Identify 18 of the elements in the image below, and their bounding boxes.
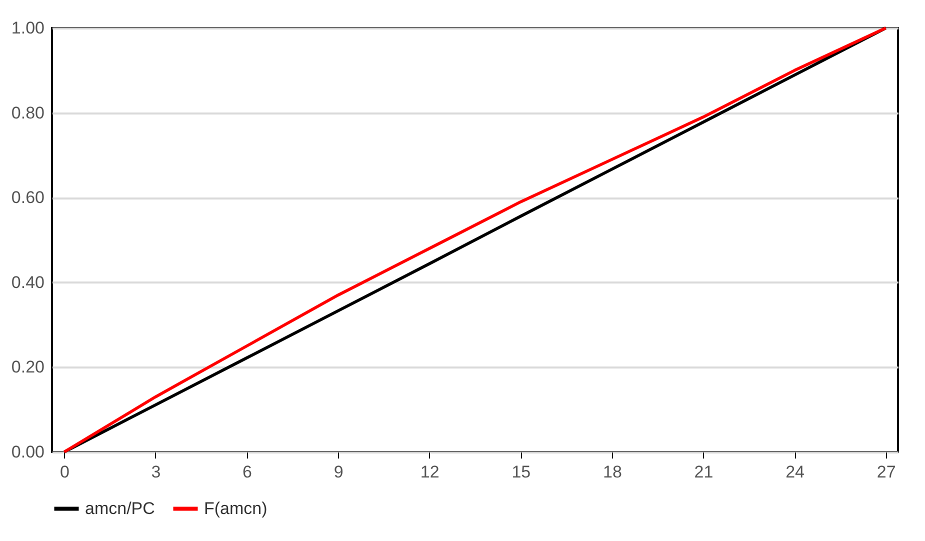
x-tick-label: 27 bbox=[876, 462, 896, 482]
y-tick-label: 0.20 bbox=[11, 358, 44, 377]
legend-label: amcn/PC bbox=[85, 498, 155, 518]
y-tick-label: 0.80 bbox=[11, 103, 44, 122]
x-tick-label: 12 bbox=[420, 462, 440, 482]
x-tick-label: 6 bbox=[242, 462, 252, 482]
y-tick-label: 1.00 bbox=[11, 18, 44, 38]
y-tick-label: 0.60 bbox=[11, 188, 44, 208]
y-tick-label: 0.40 bbox=[11, 272, 44, 292]
x-tick-label: 9 bbox=[334, 462, 344, 482]
x-tick-label: 24 bbox=[786, 462, 804, 482]
x-tick-label: 15 bbox=[512, 462, 531, 482]
x-tick-label: 3 bbox=[151, 462, 161, 482]
x-tick-label: 0 bbox=[60, 462, 70, 482]
x-tick-label: 18 bbox=[602, 462, 622, 482]
x-tick-label: 21 bbox=[694, 462, 714, 482]
legend-label: F(amcn) bbox=[204, 498, 268, 518]
y-tick-label: 0.00 bbox=[11, 442, 44, 462]
